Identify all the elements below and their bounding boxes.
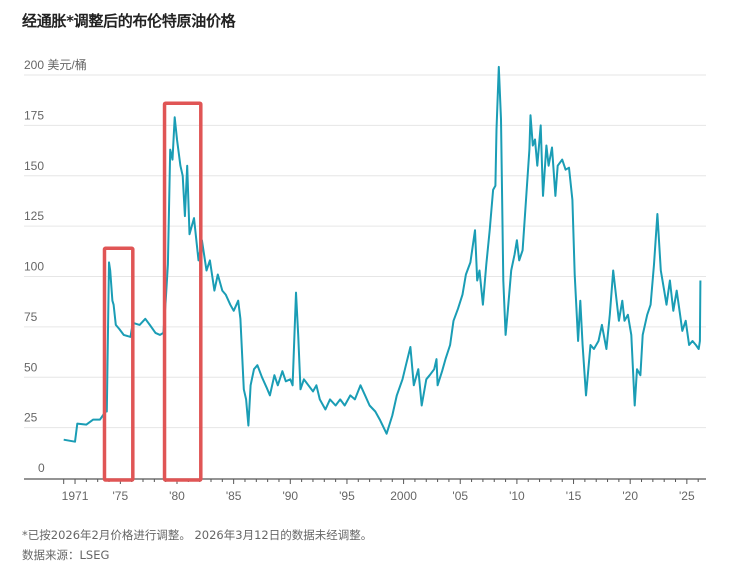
highlight-boxes bbox=[102, 101, 203, 482]
x-tick-label: '85 bbox=[226, 489, 242, 503]
y-tick-label: 200 美元/桶 bbox=[24, 57, 87, 72]
highlight-box bbox=[102, 246, 135, 482]
x-tick-label: '15 bbox=[566, 489, 582, 503]
highlight-box bbox=[162, 101, 203, 482]
y-axis-labels: 0 25 50 75 100 125 150 175 200 美元/桶 bbox=[24, 57, 87, 475]
x-tick-label: '90 bbox=[282, 489, 298, 503]
price-series bbox=[63, 65, 702, 443]
y-tick-label: 125 bbox=[24, 209, 44, 223]
x-tick-label: '20 bbox=[622, 489, 638, 503]
y-tick-label: 175 bbox=[24, 108, 44, 122]
x-tick-label: 1971 bbox=[62, 489, 89, 503]
price-line bbox=[63, 65, 702, 443]
x-tick-label: '75 bbox=[113, 489, 129, 503]
y-tick-label: 0 bbox=[38, 461, 45, 475]
x-tick-label: '80 bbox=[169, 489, 185, 503]
source-note: 数据来源：LSEG bbox=[22, 548, 110, 562]
x-tick-label: '25 bbox=[679, 489, 695, 503]
x-tick-label: '10 bbox=[509, 489, 525, 503]
footnote: *已按2026年2月价格进行调整。 2026年3月12日的数据未经调整。 bbox=[22, 528, 373, 542]
x-tick-label: 2000 bbox=[390, 489, 417, 503]
x-axis: 1971 '75 '80 '85 '90 '95 2000 '05 '10 '15 '20 '25 bbox=[24, 478, 706, 503]
y-tick-label: 100 bbox=[24, 260, 44, 274]
chart-title: 经通胀*调整后的布伦特原油价格 bbox=[22, 12, 236, 30]
y-tick-label: 75 bbox=[24, 310, 38, 324]
x-tick-label: '95 bbox=[339, 489, 355, 503]
gridlines bbox=[24, 74, 706, 429]
y-tick-label: 50 bbox=[24, 360, 38, 374]
y-tick-label: 150 bbox=[24, 159, 44, 173]
x-tick-label: '05 bbox=[452, 489, 468, 503]
y-tick-label: 25 bbox=[24, 411, 38, 425]
